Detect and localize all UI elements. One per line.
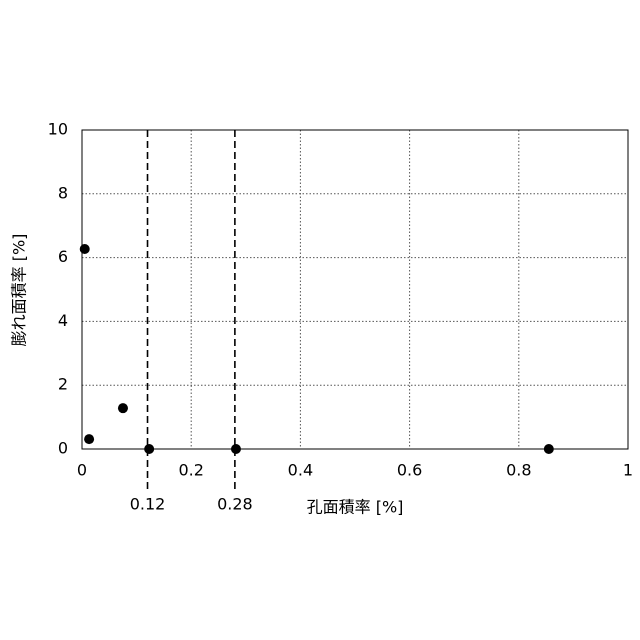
reference-label: 0.28 bbox=[217, 495, 253, 514]
x-tick-label: 0 bbox=[77, 461, 87, 480]
reference-label: 0.12 bbox=[130, 495, 166, 514]
point bbox=[84, 434, 94, 444]
point bbox=[231, 444, 241, 454]
y-tick-label: 0 bbox=[58, 439, 68, 458]
point bbox=[80, 244, 90, 254]
x-tick-label: 0.2 bbox=[178, 461, 203, 480]
x-tick-label: 1 bbox=[623, 461, 633, 480]
y-tick-label: 6 bbox=[58, 247, 68, 266]
plot-frame bbox=[82, 130, 628, 449]
x-tick-label: 0.6 bbox=[397, 461, 422, 480]
y-tick-label: 4 bbox=[58, 311, 68, 330]
chart: 孔面積率 [%] 膨れ面積率 [%] 0 2 4 6 8 10 0 0.2 0.4 0.6 0.8 1… bbox=[0, 0, 640, 640]
point bbox=[144, 444, 154, 454]
x-tick-label: 0.4 bbox=[288, 461, 313, 480]
y-axis-label: 膨れ面積率 [%] bbox=[10, 234, 29, 347]
y-tick-label: 8 bbox=[58, 183, 68, 202]
page: 孔面積率 [%] 膨れ面積率 [%] 0 2 4 6 8 10 0 0.2 0.4 0.6 0.8 1… bbox=[0, 0, 640, 640]
point bbox=[118, 403, 128, 413]
x-axis-label: 孔面積率 [%] bbox=[307, 498, 404, 517]
y-tick-label: 2 bbox=[58, 375, 68, 394]
point bbox=[544, 444, 554, 454]
y-tick-label: 10 bbox=[48, 120, 68, 139]
x-tick-label: 0.8 bbox=[506, 461, 531, 480]
